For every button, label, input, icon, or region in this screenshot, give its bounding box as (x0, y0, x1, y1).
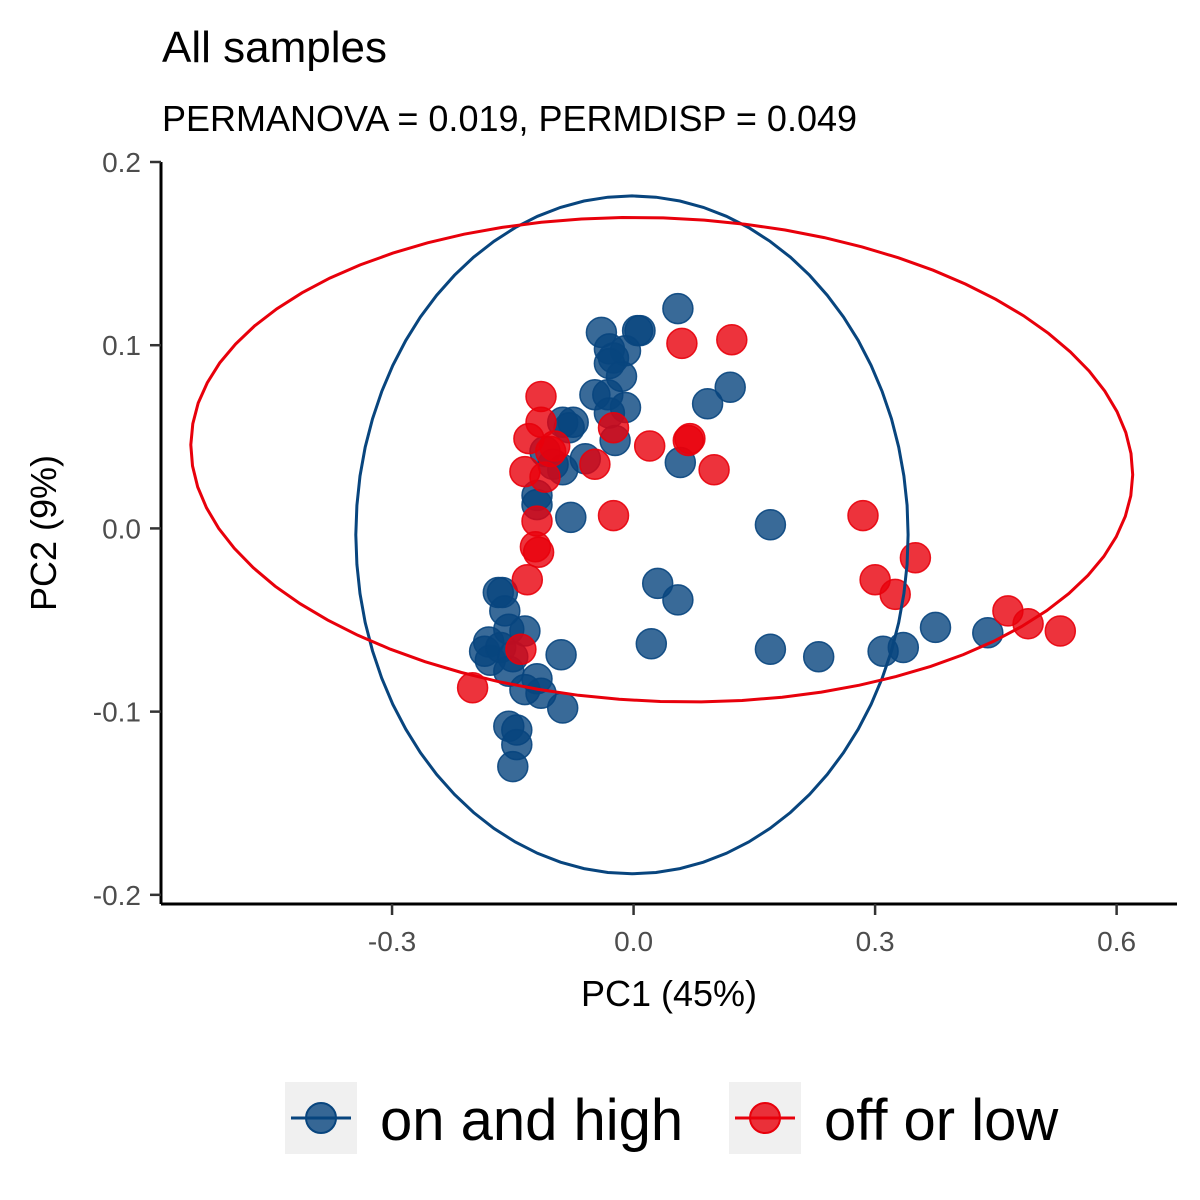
data-point (522, 536, 555, 568)
data-point (633, 430, 666, 462)
data-point (666, 327, 698, 360)
x-axis-ticks: -0.3 0.0 0.3 0.6 (368, 904, 1136, 957)
data-point (899, 541, 932, 574)
x-tick-label: 0.3 (856, 926, 895, 957)
y-axis-label: PC2 (9%) (23, 455, 64, 611)
data-point (754, 633, 787, 666)
data-point (505, 633, 537, 666)
x-tick-label: 0.6 (1097, 926, 1136, 957)
confidence-ellipse-off-or-low (189, 215, 1135, 704)
y-tick-label: 0.2 (102, 147, 141, 178)
data-point (802, 640, 835, 673)
data-point (579, 448, 611, 481)
y-tick-label: 0.0 (102, 513, 141, 544)
chart-title: All samples (162, 23, 387, 72)
legend-label-on-and-high: on and high (380, 1088, 683, 1153)
data-point (672, 424, 705, 457)
data-point (529, 461, 561, 493)
data-point (545, 639, 577, 671)
data-point (714, 371, 746, 404)
x-tick-label: -0.3 (368, 926, 416, 957)
data-point (456, 672, 489, 704)
data-point (716, 323, 748, 356)
legend-key-marker-off-or-low (749, 1102, 781, 1134)
data-point (754, 509, 787, 541)
data-point (497, 750, 529, 783)
y-tick-label: -0.2 (93, 880, 141, 911)
series-on-and-high (468, 292, 1004, 783)
data-point (919, 611, 952, 644)
legend-key-marker-on-and-high (305, 1102, 337, 1134)
series-off-or-low (456, 323, 1077, 704)
chart-subtitle: PERMANOVA = 0.019, PERMDISP = 0.049 (162, 98, 857, 139)
data-point (597, 411, 630, 444)
plot-area (189, 194, 1135, 876)
y-axis-ticks: -0.2 -0.1 0.0 0.1 0.2 (93, 147, 161, 911)
data-point (597, 499, 630, 532)
data-point (555, 501, 587, 534)
y-tick-label: -0.1 (93, 697, 141, 728)
data-point (691, 388, 724, 420)
data-point (546, 692, 579, 724)
data-point (534, 435, 567, 468)
data-point (662, 292, 694, 325)
legend-label-off-or-low: off or low (824, 1088, 1059, 1153)
data-point (511, 563, 544, 596)
x-axis-label: PC1 (45%) (581, 973, 757, 1014)
legend: on and high off or low (285, 1082, 1059, 1154)
y-tick-label: 0.1 (102, 330, 141, 361)
data-point (698, 454, 730, 486)
data-point (635, 628, 668, 660)
data-point (847, 499, 879, 532)
x-tick-label: 0.0 (614, 926, 653, 957)
data-point (1044, 615, 1077, 647)
confidence-ellipse-on-and-high (354, 194, 910, 876)
data-point (662, 584, 694, 616)
